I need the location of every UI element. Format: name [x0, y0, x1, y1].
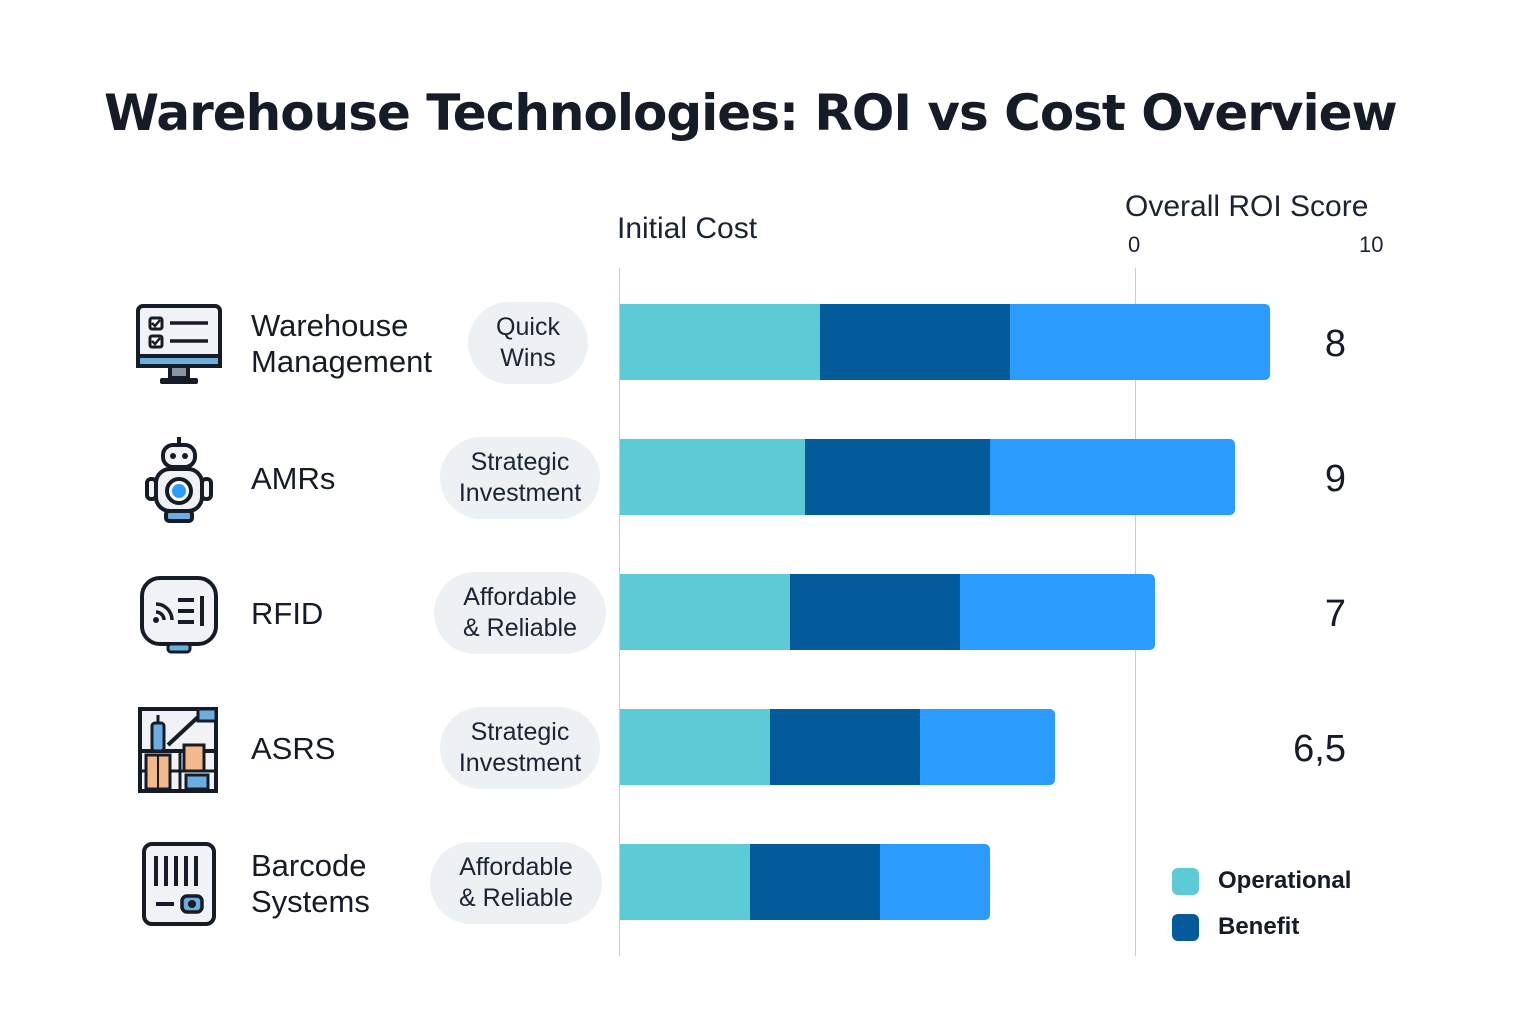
tag-line: Quick	[496, 313, 560, 341]
tech-name-line: Barcode	[251, 848, 367, 883]
tech-row-rfid: RFID Affordable & Reliable 7	[0, 566, 1534, 662]
bar-segment-operational	[620, 439, 805, 515]
legend-item-benefit: Benefit	[1172, 913, 1299, 941]
barcode-scanner-icon	[134, 840, 224, 930]
category-tag: Affordable & Reliable	[430, 842, 602, 924]
bar-segment-operational	[620, 574, 790, 650]
tech-name: Warehouse Management	[251, 296, 451, 392]
roi-score: 9	[1324, 457, 1346, 500]
rfid-reader-icon	[134, 570, 224, 660]
bar-segment-operational	[620, 709, 770, 785]
tag-line: Affordable	[459, 853, 573, 881]
bar-segment-benefit	[770, 709, 920, 785]
bar-segment-benefit	[805, 439, 990, 515]
category-tag: Quick Wins	[468, 302, 588, 384]
tech-row-asrs: ASRS Strategic Investment 6,5	[0, 701, 1534, 797]
cost-axis-line	[619, 268, 620, 956]
tech-name-line: ASRS	[251, 731, 336, 766]
robot-icon	[134, 435, 224, 525]
tag-line: Affordable	[463, 583, 577, 611]
bar-segment-operational	[620, 304, 820, 380]
tag-line: Investment	[458, 749, 582, 777]
roi-axis-label: Overall ROI Score	[1125, 190, 1369, 223]
tech-name-line: Systems	[251, 884, 370, 919]
bar-segment-third	[1010, 304, 1270, 380]
tag-line: & Reliable	[459, 884, 573, 912]
tech-name: RFID	[251, 566, 451, 662]
tech-name: ASRS	[251, 701, 451, 797]
roi-score: 6,5	[1293, 727, 1346, 770]
roi-tick-min: 0	[1128, 232, 1141, 257]
bar-segment-third	[880, 844, 990, 920]
legend-item-operational: Operational	[1172, 867, 1351, 895]
tag-line: Investment	[458, 479, 582, 507]
bar-segment-third	[960, 574, 1155, 650]
cost-bar	[620, 304, 1270, 380]
category-tag: Affordable & Reliable	[434, 572, 606, 654]
legend-label-operational: Operational	[1218, 867, 1352, 894]
tech-name: AMRs	[251, 431, 451, 527]
category-tag: Strategic Investment	[440, 707, 600, 789]
storage-shelves-icon	[134, 705, 224, 795]
tech-name-line: RFID	[251, 596, 324, 631]
roi-tick-max: 10	[1359, 232, 1384, 257]
legend-swatch-operational	[1172, 867, 1199, 895]
bar-segment-third	[920, 709, 1055, 785]
category-tag: Strategic Investment	[440, 437, 600, 519]
tech-name-line: AMRs	[251, 461, 336, 496]
tech-name-line: Warehouse	[251, 308, 409, 343]
chart-title: Warehouse Technologies: ROI vs Cost Over…	[104, 84, 1398, 142]
tag-line: Strategic	[470, 718, 570, 746]
roi-score: 8	[1324, 322, 1346, 365]
tech-name: Barcode Systems	[251, 836, 451, 932]
tag-line: & Reliable	[463, 614, 577, 642]
tech-row-warehouse-management: Warehouse Management Quick Wins 8	[0, 296, 1534, 392]
tag-line: Wins	[500, 344, 556, 372]
tag-line: Strategic	[470, 448, 570, 476]
roi-score: 7	[1324, 592, 1346, 635]
tech-name-line: Management	[251, 344, 432, 379]
legend-label-benefit: Benefit	[1218, 913, 1300, 940]
cost-bar	[620, 844, 990, 920]
legend-swatch-benefit	[1172, 913, 1199, 941]
cost-bar	[620, 439, 1235, 515]
cost-bar	[620, 709, 1055, 785]
bar-segment-benefit	[750, 844, 880, 920]
bar-segment-operational	[620, 844, 750, 920]
bar-segment-third	[990, 439, 1235, 515]
cost-bar	[620, 574, 1155, 650]
cost-axis-label: Initial Cost	[617, 212, 758, 245]
monitor-checklist-icon	[134, 300, 224, 390]
bar-segment-benefit	[790, 574, 960, 650]
bar-segment-benefit	[820, 304, 1010, 380]
tech-row-amrs: AMRs Strategic Investment 9	[0, 431, 1534, 527]
tech-row-barcode-systems: Barcode Systems Affordable & Reliable	[0, 836, 1534, 932]
